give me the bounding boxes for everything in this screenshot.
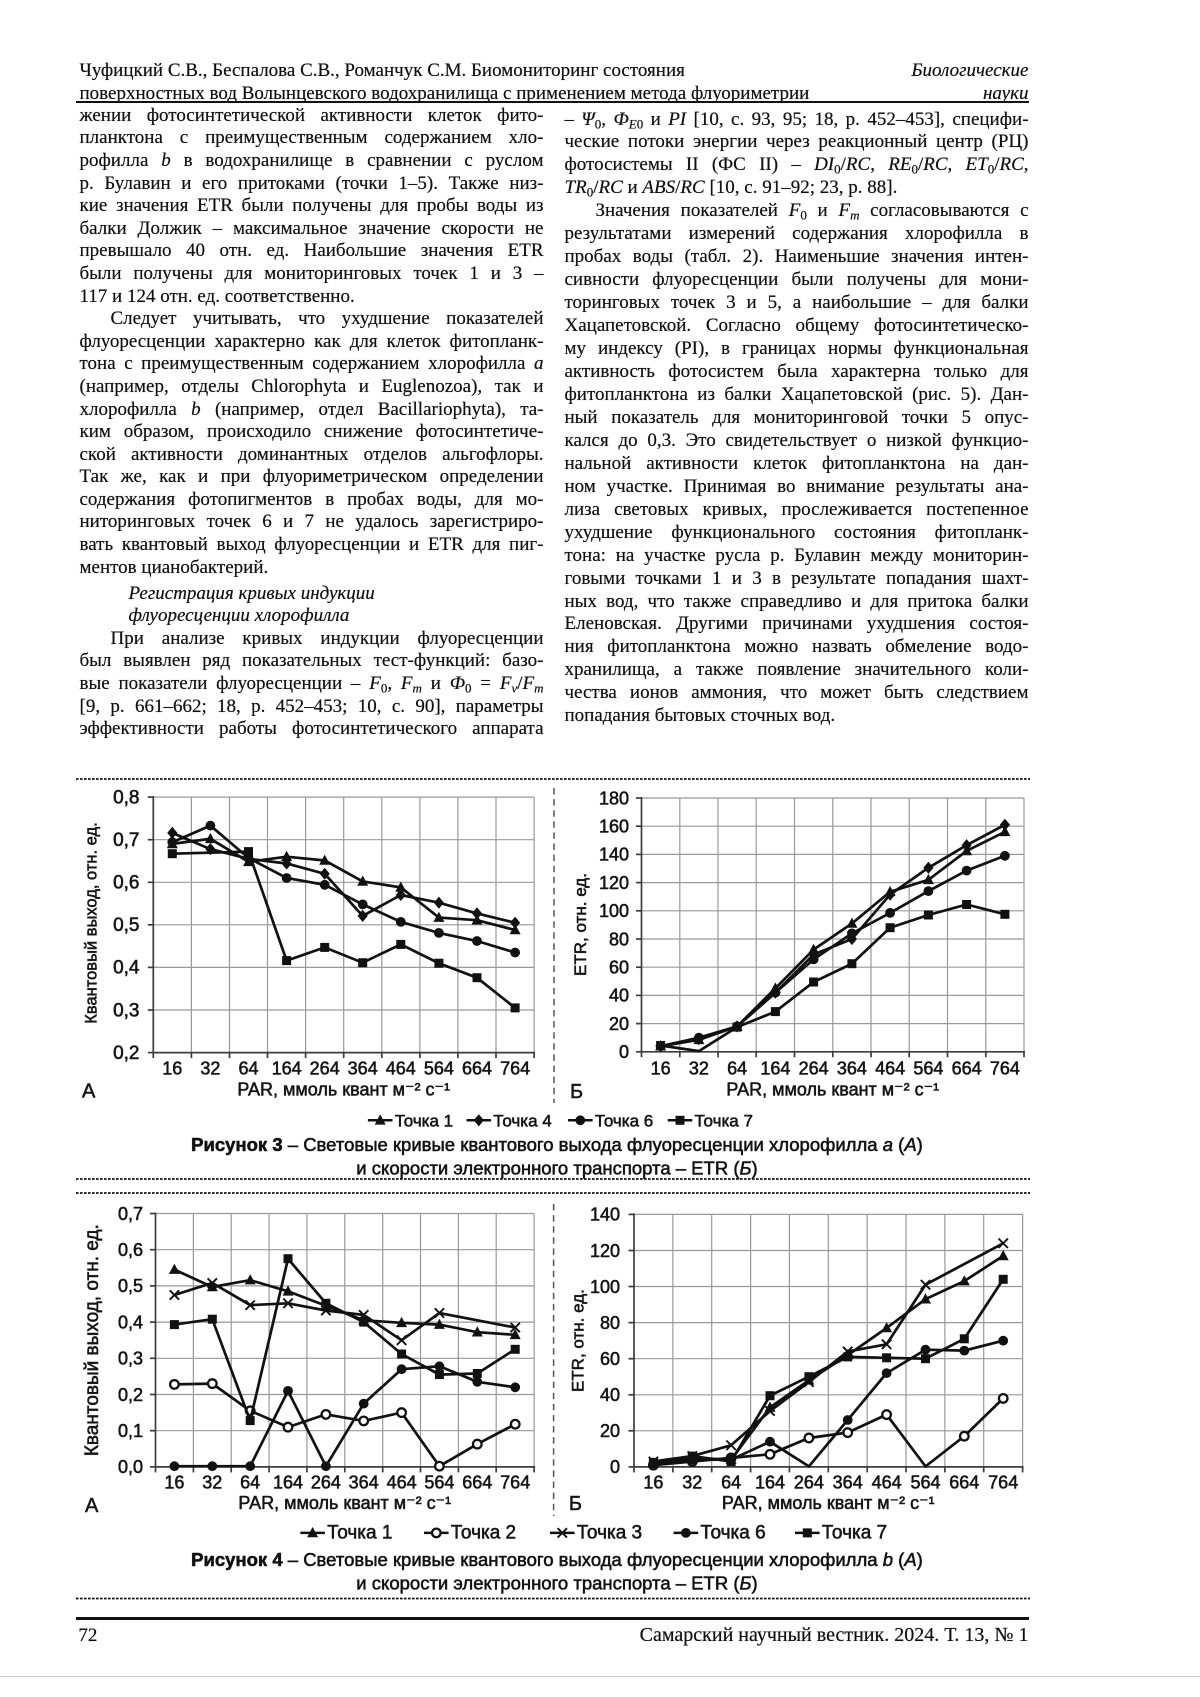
svg-text:20: 20 — [600, 1421, 620, 1441]
svg-text:0,7: 0,7 — [113, 830, 139, 851]
svg-text:0,5: 0,5 — [113, 915, 139, 936]
svg-text:PAR, ммоль квант м⁻² с⁻¹: PAR, ммоль квант м⁻² с⁻¹ — [722, 1493, 935, 1513]
svg-text:0,5: 0,5 — [118, 1276, 143, 1296]
svg-text:664: 664 — [462, 1058, 492, 1078]
svg-text:16: 16 — [162, 1058, 182, 1078]
svg-text:60: 60 — [600, 1349, 620, 1369]
svg-text:40: 40 — [609, 986, 629, 1006]
svg-text:32: 32 — [202, 1473, 222, 1493]
svg-text:100: 100 — [590, 1277, 620, 1297]
svg-text:164: 164 — [272, 1058, 302, 1078]
svg-text:Рисунок 3 – Световые кривые кв: Рисунок 3 – Световые кривые квантового в… — [191, 1134, 923, 1155]
svg-text:0,3: 0,3 — [113, 1000, 139, 1021]
svg-text:564: 564 — [910, 1473, 940, 1493]
svg-text:264: 264 — [794, 1473, 824, 1493]
svg-text:164: 164 — [273, 1473, 303, 1493]
svg-text:и скорости электронного трансп: и скорости электронного транспорта – ETR… — [356, 1157, 757, 1178]
svg-text:16: 16 — [164, 1473, 184, 1493]
svg-text:Точка 2: Точка 2 — [451, 1523, 516, 1544]
svg-text:Точка 6: Точка 6 — [595, 1111, 653, 1130]
svg-text:364: 364 — [349, 1473, 379, 1493]
svg-text:60: 60 — [609, 958, 629, 978]
svg-text:140: 140 — [590, 1205, 620, 1225]
svg-text:764: 764 — [988, 1473, 1018, 1493]
svg-text:564: 564 — [913, 1058, 943, 1078]
svg-text:Точка 6: Точка 6 — [700, 1523, 765, 1544]
svg-text:464: 464 — [875, 1058, 905, 1078]
svg-text:32: 32 — [689, 1058, 709, 1078]
svg-text:264: 264 — [799, 1058, 829, 1078]
svg-text:Точка 1: Точка 1 — [327, 1523, 392, 1544]
svg-text:164: 164 — [760, 1058, 790, 1078]
svg-text:PAR, ммоль квант м⁻² с⁻¹: PAR, ммоль квант м⁻² с⁻¹ — [238, 1493, 451, 1513]
svg-text:664: 664 — [949, 1473, 979, 1493]
svg-text:0,6: 0,6 — [118, 1240, 143, 1260]
svg-text:Б: Б — [569, 1493, 582, 1515]
svg-text:364: 364 — [837, 1058, 867, 1078]
svg-text:Б: Б — [570, 1081, 583, 1103]
svg-text:ETR, отн. ед.: ETR, отн. ед. — [571, 873, 590, 976]
svg-text:0,0: 0,0 — [118, 1457, 143, 1477]
svg-text:364: 364 — [348, 1058, 378, 1078]
svg-text:80: 80 — [609, 929, 629, 949]
svg-text:264: 264 — [311, 1473, 341, 1493]
svg-text:464: 464 — [387, 1473, 417, 1493]
svg-text:Точка 7: Точка 7 — [695, 1111, 753, 1130]
svg-text:16: 16 — [651, 1058, 671, 1078]
svg-text:564: 564 — [424, 1473, 454, 1493]
svg-text:16: 16 — [643, 1473, 663, 1493]
svg-text:0: 0 — [619, 1042, 629, 1062]
svg-text:0,2: 0,2 — [113, 1043, 139, 1064]
svg-text:Точка 1: Точка 1 — [395, 1111, 453, 1130]
svg-text:Точка 3: Точка 3 — [577, 1523, 642, 1544]
svg-text:Точка 7: Точка 7 — [822, 1523, 887, 1544]
svg-text:А: А — [82, 1081, 96, 1103]
svg-text:120: 120 — [590, 1241, 620, 1261]
svg-text:464: 464 — [872, 1473, 902, 1493]
svg-text:ETR, отн. ед.: ETR, отн. ед. — [569, 1289, 588, 1392]
svg-text:64: 64 — [721, 1473, 741, 1493]
svg-text:PAR, ммоль квант м⁻² с⁻¹: PAR, ммоль квант м⁻² с⁻¹ — [237, 1080, 450, 1100]
svg-text:20: 20 — [609, 1014, 629, 1034]
svg-text:Квантовый выход, отн. ед.: Квантовый выход, отн. ед. — [82, 1224, 103, 1456]
svg-text:PAR, ммоль квант м⁻² с⁻¹: PAR, ммоль квант м⁻² с⁻¹ — [726, 1080, 939, 1100]
svg-text:564: 564 — [424, 1058, 454, 1078]
svg-text:0,3: 0,3 — [118, 1349, 143, 1369]
svg-text:0,2: 0,2 — [118, 1385, 143, 1405]
svg-text:0,4: 0,4 — [118, 1312, 143, 1332]
svg-text:Рисунок 4 – Световые кривые кв: Рисунок 4 – Световые кривые квантового в… — [191, 1549, 923, 1570]
svg-text:32: 32 — [200, 1058, 220, 1078]
svg-text:0: 0 — [610, 1457, 620, 1477]
svg-text:64: 64 — [238, 1058, 258, 1078]
svg-text:664: 664 — [952, 1058, 982, 1078]
svg-text:80: 80 — [600, 1313, 620, 1333]
svg-text:Точка 4: Точка 4 — [493, 1111, 551, 1130]
svg-text:264: 264 — [310, 1058, 340, 1078]
svg-text:140: 140 — [599, 845, 629, 865]
svg-text:0,7: 0,7 — [118, 1204, 143, 1224]
svg-text:0,6: 0,6 — [113, 873, 139, 894]
svg-text:и скорости электронного трансп: и скорости электронного транспорта – ETR… — [356, 1572, 757, 1593]
svg-text:100: 100 — [599, 901, 629, 921]
svg-text:0,8: 0,8 — [113, 787, 139, 808]
svg-text:664: 664 — [462, 1473, 492, 1493]
svg-text:764: 764 — [990, 1058, 1020, 1078]
svg-text:364: 364 — [833, 1473, 863, 1493]
svg-text:764: 764 — [500, 1473, 530, 1493]
svg-text:32: 32 — [682, 1473, 702, 1493]
svg-text:А: А — [85, 1495, 99, 1517]
svg-text:120: 120 — [599, 873, 629, 893]
svg-text:164: 164 — [755, 1473, 785, 1493]
svg-text:64: 64 — [727, 1058, 747, 1078]
svg-text:64: 64 — [240, 1473, 260, 1493]
svg-text:180: 180 — [599, 788, 629, 808]
svg-text:0,4: 0,4 — [113, 958, 140, 979]
svg-text:Квантовый выход, отн. ед.: Квантовый выход, отн. ед. — [83, 822, 101, 1023]
svg-text:40: 40 — [600, 1385, 620, 1405]
svg-text:0,1: 0,1 — [118, 1421, 143, 1441]
svg-text:764: 764 — [500, 1058, 530, 1078]
svg-text:160: 160 — [599, 817, 629, 837]
svg-text:464: 464 — [386, 1058, 416, 1078]
